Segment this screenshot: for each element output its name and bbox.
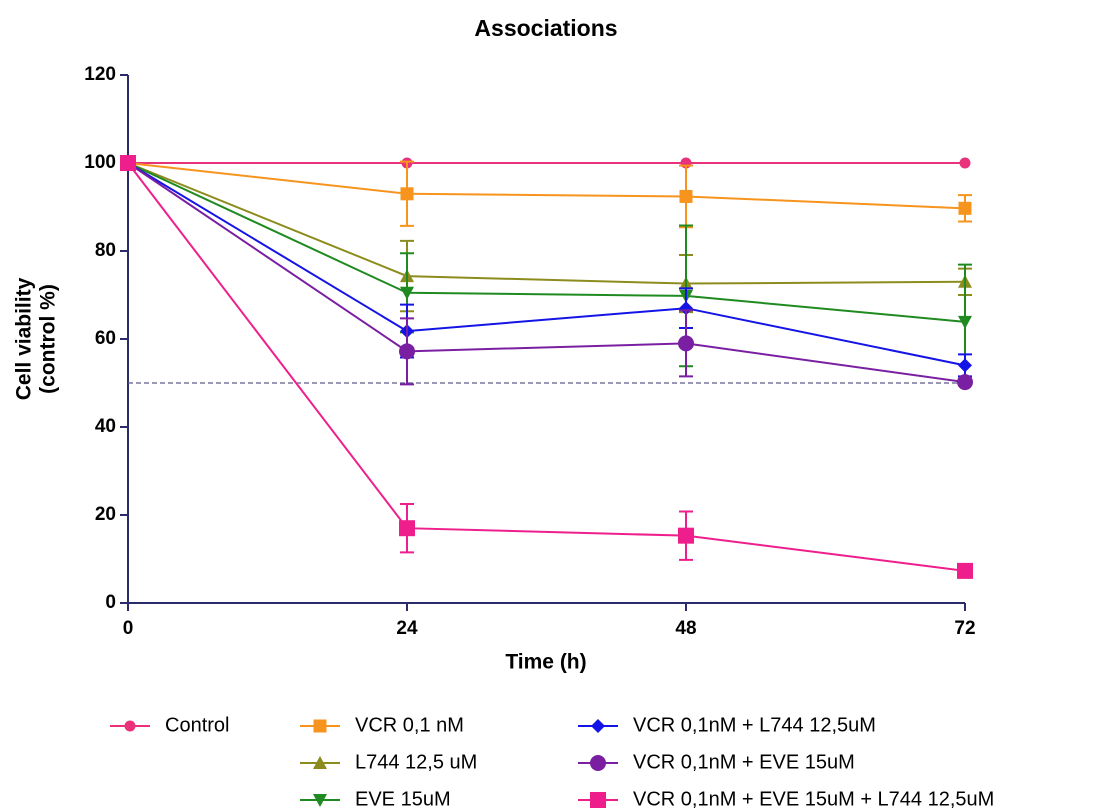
y-axis-label: Cell viability (control %) bbox=[13, 277, 60, 400]
legend-label: Control bbox=[165, 714, 229, 736]
legend-label: L744 12,5 uM bbox=[355, 751, 477, 773]
marker bbox=[400, 187, 414, 201]
y-tick-label: 80 bbox=[95, 240, 116, 261]
marker bbox=[124, 720, 136, 732]
legend-label: VCR 0,1nM + EVE 15uM + L744 12,5uM bbox=[633, 788, 994, 810]
legend-item: VCR 0,1nM + L744 12,5uM bbox=[578, 714, 876, 736]
legend-label: VCR 0,1 nM bbox=[355, 714, 464, 736]
x-tick-label: 24 bbox=[396, 618, 418, 639]
marker bbox=[399, 343, 415, 360]
x-tick-label: 0 bbox=[123, 618, 134, 639]
marker bbox=[679, 301, 693, 316]
marker bbox=[957, 562, 973, 579]
marker bbox=[120, 155, 136, 171]
legend-item: VCR 0,1nM + EVE 15uM + L744 12,5uM bbox=[578, 788, 994, 810]
legend: Control VCR 0,1 nM L744 12,5 uM EVE 15uM VCR… bbox=[110, 714, 994, 810]
y-tick-label: 120 bbox=[84, 64, 116, 85]
legend-item: VCR 0,1nM + EVE 15uM bbox=[578, 751, 855, 773]
y-tick-label: 20 bbox=[95, 504, 116, 525]
marker bbox=[313, 756, 327, 769]
marker bbox=[957, 374, 973, 391]
marker bbox=[958, 358, 972, 373]
marker bbox=[958, 315, 972, 329]
legend-item: EVE 15uM bbox=[300, 788, 451, 810]
marker bbox=[313, 794, 327, 807]
y-axis-label-line: (control %) bbox=[37, 284, 60, 394]
marker bbox=[590, 792, 606, 808]
legend-label: EVE 15uM bbox=[355, 788, 451, 810]
y-tick-label: 40 bbox=[95, 416, 116, 437]
legend-label: VCR 0,1nM + EVE 15uM bbox=[633, 751, 855, 773]
series-line bbox=[127, 162, 966, 384]
x-tick-label: 48 bbox=[675, 618, 696, 639]
x-tick-label: 72 bbox=[954, 618, 975, 639]
x-axis-label: Time (h) bbox=[505, 651, 586, 674]
marker bbox=[959, 157, 971, 169]
marker bbox=[591, 719, 605, 733]
marker bbox=[590, 755, 606, 771]
chart-title: Associations bbox=[474, 15, 617, 41]
y-axis-label-line: Cell viability bbox=[13, 277, 36, 400]
marker bbox=[678, 527, 694, 544]
series-line bbox=[127, 162, 966, 572]
y-tick-label: 100 bbox=[84, 152, 116, 173]
series-line bbox=[127, 162, 966, 285]
legend-label: VCR 0,1nM + L744 12,5uM bbox=[633, 714, 876, 736]
marker bbox=[313, 719, 327, 733]
series-line bbox=[127, 162, 966, 210]
marker bbox=[678, 335, 694, 352]
y-tick-label: 60 bbox=[95, 328, 116, 349]
marker bbox=[399, 520, 415, 537]
legend-item: VCR 0,1 nM bbox=[300, 714, 464, 736]
series-line bbox=[127, 162, 966, 323]
y-tick-label: 0 bbox=[105, 592, 116, 613]
marker bbox=[958, 201, 972, 215]
marker bbox=[679, 189, 693, 203]
marker bbox=[400, 286, 414, 300]
legend-item: Control bbox=[110, 714, 229, 736]
series-line bbox=[127, 162, 966, 367]
legend-item: L744 12,5 uM bbox=[300, 751, 477, 773]
